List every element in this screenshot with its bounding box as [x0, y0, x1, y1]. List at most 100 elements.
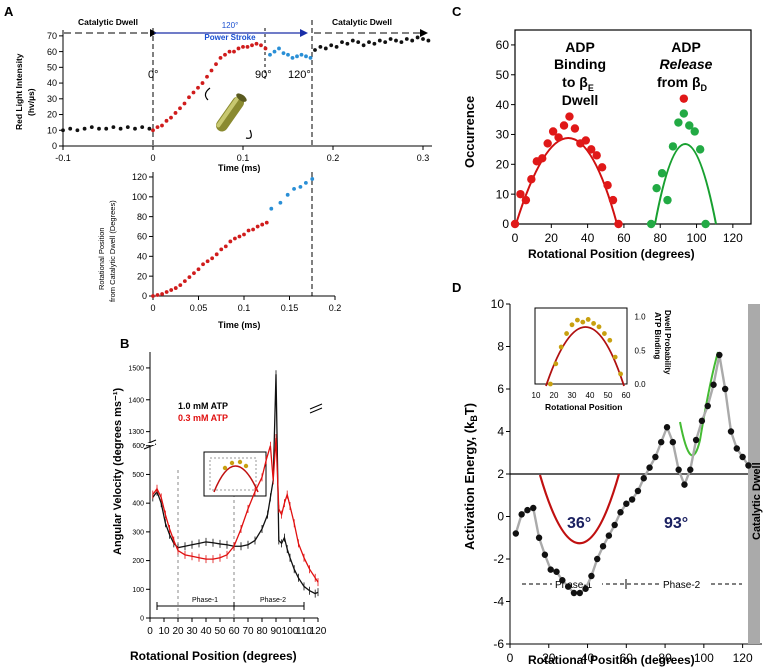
data-point — [582, 585, 589, 592]
panel-label-d: D — [452, 280, 461, 295]
c-label-green-2: Release — [660, 56, 713, 72]
c-label-green-3-sub: D — [701, 83, 708, 93]
data-point — [652, 453, 659, 461]
data-point — [576, 589, 583, 597]
data-point — [233, 236, 237, 241]
inset-y-tick-label: 0.5 — [634, 346, 646, 355]
y-tick-label: 8 — [497, 340, 504, 354]
data-point — [599, 543, 607, 550]
data-point — [292, 186, 296, 191]
gamma-rotor-icon — [215, 93, 247, 132]
x-tick-label: 120 — [310, 626, 327, 637]
data-point — [75, 128, 80, 133]
data-point — [219, 247, 224, 252]
data-point — [304, 54, 308, 59]
inset-point — [229, 460, 235, 466]
y-tick-label: 6 — [497, 382, 504, 396]
y-tick-label: 80 — [137, 212, 147, 222]
inset-y-tick-label: 1.0 — [634, 313, 646, 322]
x-tick-label: 0 — [147, 626, 153, 637]
data-point — [118, 126, 123, 131]
y-tick-label: 10 — [47, 125, 57, 135]
data-point — [313, 48, 317, 52]
panel-d-inset: 0.0 0.5 1.0 10 20 30 40 50 60 Rotational Positi… — [532, 307, 672, 412]
y-tick-label: 100 — [132, 587, 144, 594]
x-tick-label: 40 — [581, 231, 595, 245]
x-tick-label: 0.05 — [190, 303, 208, 313]
y-tick-label: 200 — [132, 558, 144, 565]
y-tick-label: -2 — [493, 552, 504, 566]
data-point — [286, 52, 290, 57]
inset-x-tick-label: 10 — [532, 391, 541, 400]
data-point — [634, 487, 642, 495]
data-point — [530, 504, 537, 512]
data-point — [196, 267, 201, 272]
axis-break-mark — [143, 403, 323, 450]
panel-a-top-ylabel-1: Red Light Intensity — [14, 53, 24, 130]
inset-points — [222, 459, 249, 471]
c-label-red-2: Binding — [554, 56, 606, 72]
data-point — [308, 55, 313, 60]
data-point — [570, 589, 578, 597]
panel-b: 0 100 200 300 400 500 600 1300 1400 1500 0 10 20 30 4… — [112, 352, 327, 663]
x-tick-label: 60 — [617, 231, 631, 245]
data-point — [209, 68, 214, 73]
data-point — [187, 95, 191, 100]
d-fit-green — [679, 351, 719, 457]
panel-b-yticks: 0 100 200 300 400 500 600 1300 1400 1500 — [128, 365, 150, 623]
y-tick-label: 40 — [137, 251, 147, 261]
panel-label-c: C — [452, 4, 462, 19]
data-point — [264, 220, 269, 225]
x-tick-label: 0 — [507, 651, 514, 665]
data-point — [695, 145, 705, 154]
data-point — [303, 181, 308, 185]
d-phase2: Phase-2 — [663, 580, 701, 591]
data-point — [299, 52, 304, 57]
d-inset-xlabel: Rotational Position — [545, 402, 622, 412]
data-point — [340, 40, 344, 45]
data-point — [553, 568, 560, 575]
d-phase1: Phase-1 — [555, 580, 593, 591]
inset-point — [585, 317, 591, 322]
data-point — [611, 521, 618, 529]
y-tick-label: 10 — [491, 297, 505, 311]
x-tick-label: 30 — [186, 626, 198, 637]
data-point — [739, 453, 746, 461]
inset-point — [558, 344, 564, 350]
data-point — [565, 112, 574, 121]
d-fit-red — [538, 473, 621, 545]
y-tick-label: -6 — [493, 637, 504, 651]
c-label-red-3: to βE — [562, 74, 594, 93]
data-point — [295, 54, 299, 59]
y-tick-label: 50 — [496, 68, 510, 82]
panel-c-xlabel: Rotational Position (degrees) — [528, 247, 695, 261]
data-point — [164, 118, 169, 123]
y-tick-label: 0 — [497, 510, 504, 524]
data-point — [587, 145, 596, 154]
data-point — [675, 466, 682, 473]
x-tick-label: 0.1 — [237, 153, 250, 163]
inset-x-tick-label: 40 — [586, 391, 595, 400]
y-tick-label: 120 — [132, 172, 147, 182]
data-point — [628, 496, 636, 503]
d-inset-ylabel-1: ATP Binding — [653, 312, 662, 359]
panel-a-top-xlabel: Time (ms) — [218, 163, 260, 173]
panel-a-bottom: 0 20 40 60 80 100 120 0 0.05 0.1 0.15 0.2 Rotation… — [97, 172, 341, 330]
y-tick-label: 20 — [47, 110, 57, 120]
rotation-arrow-icon-2 — [245, 129, 252, 139]
d-inset-ylabel-2: Dwell Probability — [663, 310, 672, 375]
label-power-stroke: Power Stroke — [204, 33, 256, 42]
y-tick-label: 70 — [47, 31, 57, 41]
inset-point — [243, 463, 249, 469]
panel-b-series — [152, 370, 319, 598]
x-tick-label: 80 — [658, 651, 672, 665]
panel-d-ylabel-sub: B — [469, 415, 479, 422]
panel-a-bottom-ylabel-1: Rotational Position — [97, 227, 106, 290]
y-tick-label: 20 — [496, 158, 510, 172]
data-point — [329, 43, 334, 48]
data-point — [200, 81, 205, 85]
data-point — [89, 125, 94, 130]
panel-d-ylabel-end: T) — [462, 403, 477, 415]
data-point — [646, 219, 656, 229]
data-point — [285, 192, 290, 197]
